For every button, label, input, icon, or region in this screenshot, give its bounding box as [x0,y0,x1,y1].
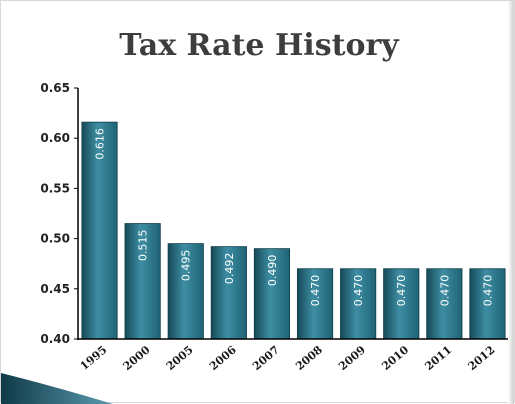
bars: 0.616 0.515 0.495 0.492 0.490 0.470 0.470 0.470… [81,121,506,340]
bar-1995: 0.616 [81,121,118,340]
x-tick-label: 2008 [293,343,325,373]
bar-2010: 0.470 [383,268,420,340]
bar [124,223,161,340]
bar [253,248,291,340]
x-tick-label: 2000 [121,343,153,373]
bar-2005: 0.495 [167,243,204,340]
data-label: 0.495 [180,250,193,282]
data-label: 0.470 [352,275,365,307]
y-tick-label: 0.55 [40,181,70,195]
slide-swoosh-decoration [1,373,113,404]
x-tick-label: 2010 [379,343,411,373]
y-tick-label: 0.45 [40,282,70,296]
bar-2007: 0.490 [253,248,291,340]
bar-2009: 0.470 [340,268,377,340]
data-label: 0.490 [266,255,279,287]
y-tick-label: 0.50 [40,232,70,246]
y-tick-label: 0.40 [40,332,70,346]
bar-2012: 0.470 [469,268,506,340]
x-tick-label: 2005 [164,343,196,373]
bar [167,243,204,340]
bar-2008: 0.470 [296,268,334,340]
x-tick-label: 2012 [466,343,498,373]
chart-title: Tax Rate History [119,28,400,63]
slide-edge-shadow [508,1,514,404]
bar-2000: 0.515 [124,223,161,340]
data-label: 0.470 [309,275,322,307]
x-tick-label: 2006 [207,343,239,373]
y-tick-label: 0.60 [40,131,70,145]
data-label: 0.470 [481,275,494,307]
x-tick-label: 2009 [336,343,368,373]
bar-2006: 0.492 [210,246,247,340]
data-label: 0.492 [223,253,236,285]
x-tick-label: 1995 [78,343,110,373]
y-tick-label: 0.65 [40,81,70,95]
x-tick-label: 2007 [250,343,282,373]
bar [383,268,420,340]
x-tick-label: 2011 [422,343,454,373]
bar [340,268,377,340]
data-label: 0.470 [438,275,451,307]
x-axis: 1995 2000 2005 2006 2007 2008 2009 2010 2011 2012 [78,338,509,373]
data-label: 0.515 [137,230,150,261]
bar [210,246,247,340]
bar [469,268,506,340]
bar [296,268,334,340]
y-axis: 0.65 0.60 0.55 0.50 0.45 0.40 [40,81,79,346]
bar-2011: 0.470 [426,268,463,340]
data-label: 0.470 [395,275,408,307]
data-label: 0.616 [94,128,107,160]
